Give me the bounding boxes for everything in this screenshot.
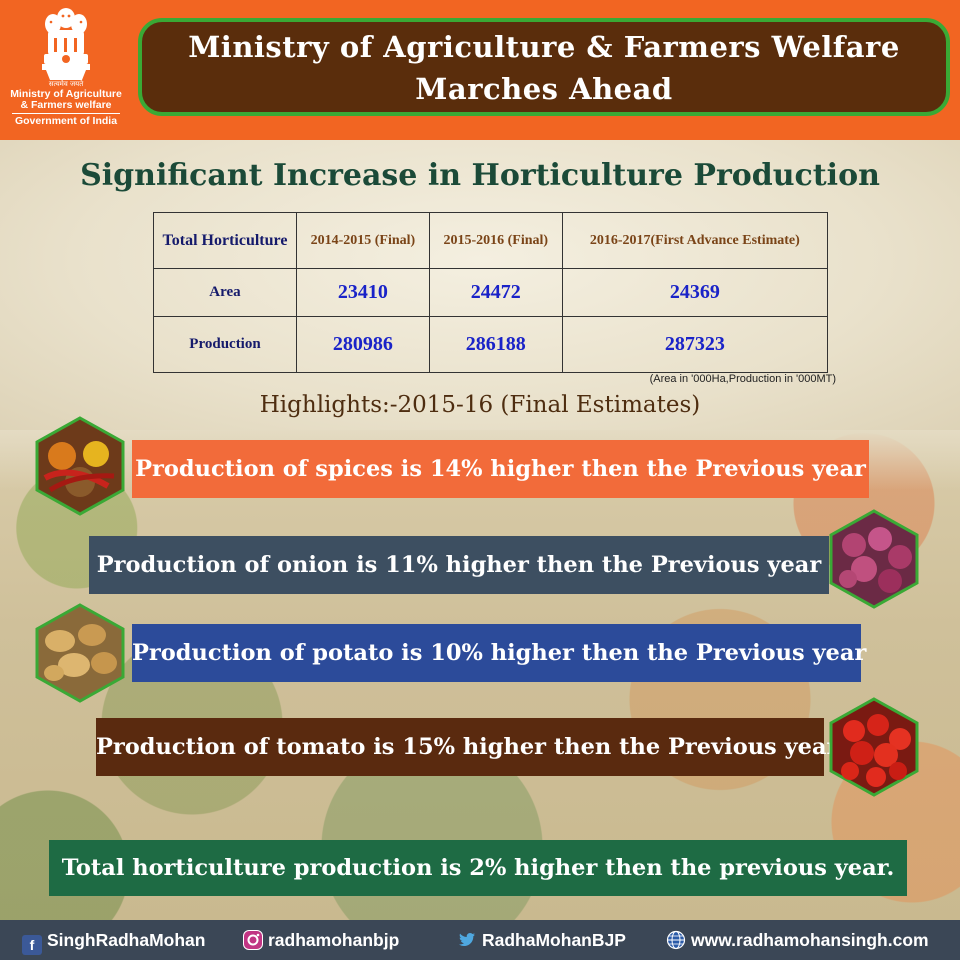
potato-image: [35, 603, 125, 703]
horticulture-table: Total Horticulture 2014-2015 (Final) 201…: [153, 212, 829, 373]
spices-image: [35, 416, 125, 516]
emblem-motto: सत्यमेव जयते: [48, 80, 84, 88]
lion-capital-icon: [42, 8, 90, 80]
highlight-banner-tomato: Production of tomato is 15% higher then …: [96, 718, 838, 776]
header-title-line1: Ministry of Agriculture & Farmers Welfar…: [188, 30, 900, 64]
table-header-cell: Total Horticulture: [153, 212, 297, 269]
highlights-title: Highlights:-2015-16 (Final Estimates): [259, 392, 701, 418]
instagram-icon: [243, 930, 263, 950]
highlight-banner-potato: Production of potato is 10% higher then …: [132, 624, 866, 682]
globe-icon: [666, 930, 686, 950]
row-label-area: Area: [153, 268, 297, 317]
emblem-org-line1: Ministry of Agriculture: [10, 88, 122, 100]
table-cell: 280986: [296, 316, 430, 373]
instagram-handle: radhamohanbjp: [268, 930, 400, 950]
onion-image: [829, 509, 919, 609]
website-url: www.radhamohansingh.com: [691, 930, 929, 950]
website-link[interactable]: www.radhamohansingh.com: [666, 929, 929, 951]
table-header-row: Total Horticulture 2014-2015 (Final) 201…: [153, 212, 829, 269]
twitter-link[interactable]: RadhaMohanBJP: [457, 929, 626, 951]
twitter-icon: [457, 930, 477, 950]
table-cell: 24472: [428, 268, 563, 317]
table-header-cell: 2016-2017(First Advance Estimate): [561, 212, 829, 269]
row-label-production: Production: [153, 316, 297, 373]
table-cell: 23410: [296, 268, 430, 317]
twitter-handle: RadhaMohanBJP: [482, 930, 626, 950]
unit-note: (Area in '000Ha,Production in '000MT): [649, 373, 836, 385]
emblem-org-line2: & Farmers welfare: [20, 99, 112, 111]
highlight-banner-onion: Production of onion is 11% higher then t…: [89, 536, 829, 594]
instagram-link[interactable]: radhamohanbjp: [243, 929, 399, 951]
table-header-cell: 2015-2016 (Final): [428, 212, 563, 269]
highlight-banner-spices: Production of spices is 14% higher then …: [132, 440, 869, 498]
emblem-government-line: Government of India: [12, 113, 120, 127]
header-title-line2: Marches Ahead: [415, 72, 673, 106]
tomato-image: [829, 697, 919, 797]
table-header-cell: 2014-2015 (Final): [296, 212, 430, 269]
total-production-banner: Total horticulture production is 2% high…: [49, 840, 907, 896]
table-cell: 24369: [561, 268, 829, 317]
table-row: Production 280986 286188 287323: [153, 316, 829, 373]
government-emblem: सत्यमेव जयते Ministry of Agriculture & F…: [6, 4, 126, 132]
table-row: Area 23410 24472 24369: [153, 268, 829, 317]
social-footer: f SinghRadhaMohan radhamohanbjp RadhaMoha…: [0, 920, 960, 960]
page-title: Significant Increase in Horticulture Pro…: [80, 158, 880, 193]
table-cell: 286188: [428, 316, 563, 373]
facebook-handle: SinghRadhaMohan: [47, 930, 206, 950]
table-cell: 287323: [561, 316, 829, 373]
facebook-icon: f: [22, 935, 42, 955]
header-title-box: Ministry of Agriculture & Farmers Welfar…: [138, 18, 950, 116]
header-bar: सत्यमेव जयते Ministry of Agriculture & F…: [0, 0, 960, 140]
facebook-link[interactable]: f SinghRadhaMohan: [22, 929, 206, 955]
